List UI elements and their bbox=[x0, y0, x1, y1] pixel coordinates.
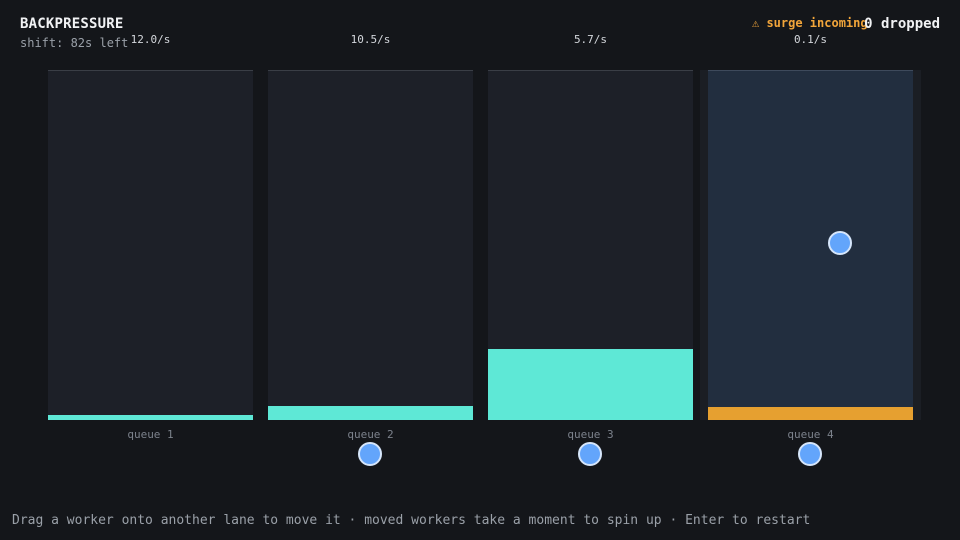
queue-lane-4[interactable] bbox=[708, 70, 913, 420]
arrival-rate: 0.1/s bbox=[793, 33, 828, 46]
queue-fill-level bbox=[48, 415, 253, 420]
worker[interactable] bbox=[798, 442, 822, 466]
worker[interactable] bbox=[578, 442, 602, 466]
arrival-rate: 10.5/s bbox=[350, 33, 391, 46]
game-title: BACKPRESSURE bbox=[20, 16, 124, 32]
queue-fill-level bbox=[268, 406, 473, 420]
dropped-counter: 0 dropped bbox=[864, 16, 940, 32]
queue-fill-level bbox=[708, 407, 913, 420]
worker[interactable] bbox=[358, 442, 382, 466]
surge-warning: ⚠ surge incoming bbox=[752, 16, 868, 30]
shift-timer: shift: 82s left bbox=[20, 36, 129, 50]
queue-lane-2[interactable] bbox=[268, 70, 473, 420]
queue-fill-level bbox=[488, 349, 693, 420]
queue-label: queue 1 bbox=[127, 428, 174, 441]
queue-lane-1[interactable] bbox=[48, 70, 253, 420]
queue-lane-3[interactable] bbox=[488, 70, 693, 420]
controls-hint: Drag a worker onto another lane to move … bbox=[12, 513, 811, 528]
queue-label: queue 4 bbox=[787, 428, 834, 441]
queue-label: queue 3 bbox=[567, 428, 614, 441]
arrival-rate: 12.0/s bbox=[130, 33, 171, 46]
arrival-rate: 5.7/s bbox=[573, 33, 608, 46]
worker-dragging[interactable] bbox=[828, 231, 852, 255]
queue-label: queue 2 bbox=[347, 428, 394, 441]
